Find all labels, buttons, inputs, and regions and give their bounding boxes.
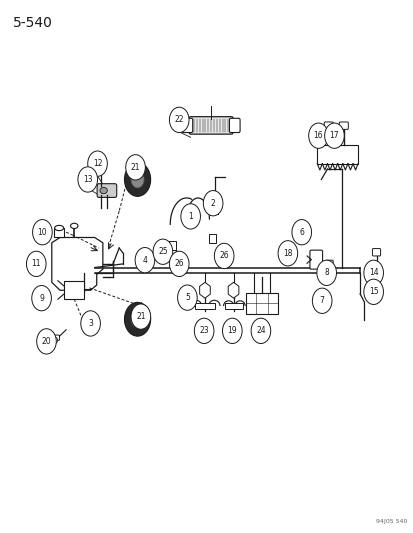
Circle shape bbox=[177, 285, 197, 310]
Circle shape bbox=[316, 260, 336, 286]
Text: 6: 6 bbox=[299, 228, 304, 237]
Bar bbox=[245, 293, 278, 314]
FancyBboxPatch shape bbox=[323, 122, 332, 130]
Polygon shape bbox=[52, 238, 102, 290]
Text: 19: 19 bbox=[227, 326, 237, 335]
Bar bbox=[194, 303, 215, 309]
Text: 22: 22 bbox=[174, 115, 183, 124]
Text: 17: 17 bbox=[329, 131, 338, 140]
Circle shape bbox=[363, 279, 382, 304]
Text: 16: 16 bbox=[313, 131, 323, 140]
Bar bbox=[224, 303, 242, 309]
Text: 3: 3 bbox=[88, 319, 93, 328]
Circle shape bbox=[363, 260, 382, 286]
Circle shape bbox=[180, 204, 200, 229]
Text: 5-540: 5-540 bbox=[13, 16, 53, 30]
Text: 1: 1 bbox=[188, 212, 192, 221]
Circle shape bbox=[26, 251, 46, 277]
Circle shape bbox=[372, 266, 379, 276]
Circle shape bbox=[32, 286, 51, 311]
FancyBboxPatch shape bbox=[97, 184, 116, 197]
Circle shape bbox=[325, 130, 331, 138]
Text: 10: 10 bbox=[38, 228, 47, 237]
Text: 12: 12 bbox=[93, 159, 102, 168]
FancyBboxPatch shape bbox=[53, 335, 59, 341]
Circle shape bbox=[33, 220, 52, 245]
Text: 4: 4 bbox=[142, 256, 147, 265]
Text: 21: 21 bbox=[131, 163, 140, 172]
Text: 13: 13 bbox=[83, 175, 93, 184]
FancyBboxPatch shape bbox=[325, 260, 332, 266]
Circle shape bbox=[131, 171, 144, 188]
Ellipse shape bbox=[55, 225, 64, 231]
Circle shape bbox=[131, 304, 150, 329]
Circle shape bbox=[88, 151, 107, 176]
Text: 21: 21 bbox=[136, 312, 145, 321]
FancyBboxPatch shape bbox=[372, 268, 380, 276]
Bar bbox=[316, 145, 357, 164]
Text: 15: 15 bbox=[368, 287, 377, 296]
Text: 20: 20 bbox=[42, 337, 51, 346]
Ellipse shape bbox=[70, 223, 78, 229]
Text: 26: 26 bbox=[174, 260, 184, 268]
Text: 18: 18 bbox=[282, 249, 292, 258]
Circle shape bbox=[203, 191, 222, 216]
Circle shape bbox=[52, 337, 57, 343]
Circle shape bbox=[278, 241, 297, 266]
Circle shape bbox=[214, 243, 233, 269]
Text: 25: 25 bbox=[158, 247, 167, 256]
Bar bbox=[159, 255, 164, 259]
Bar bbox=[169, 241, 175, 249]
Text: 9: 9 bbox=[39, 294, 44, 303]
Circle shape bbox=[124, 163, 150, 196]
Circle shape bbox=[194, 318, 214, 343]
Circle shape bbox=[81, 311, 100, 336]
Circle shape bbox=[153, 239, 172, 264]
FancyBboxPatch shape bbox=[339, 122, 347, 130]
Circle shape bbox=[126, 155, 145, 180]
Circle shape bbox=[78, 167, 97, 192]
Bar bbox=[54, 228, 64, 238]
Circle shape bbox=[37, 329, 56, 354]
FancyBboxPatch shape bbox=[309, 250, 322, 269]
Circle shape bbox=[312, 288, 331, 313]
Text: 8: 8 bbox=[323, 268, 328, 277]
Text: 24: 24 bbox=[256, 326, 265, 335]
Circle shape bbox=[169, 107, 189, 133]
Text: 14: 14 bbox=[368, 268, 377, 277]
Bar bbox=[64, 281, 84, 299]
Circle shape bbox=[324, 123, 343, 148]
Circle shape bbox=[124, 302, 150, 336]
Text: 2: 2 bbox=[210, 199, 215, 208]
Circle shape bbox=[222, 318, 242, 343]
Ellipse shape bbox=[100, 188, 107, 193]
Circle shape bbox=[169, 251, 189, 277]
Circle shape bbox=[308, 123, 328, 148]
Bar bbox=[209, 235, 215, 243]
Text: 26: 26 bbox=[219, 252, 228, 261]
Circle shape bbox=[251, 318, 270, 343]
Circle shape bbox=[291, 220, 311, 245]
FancyBboxPatch shape bbox=[372, 248, 380, 256]
FancyBboxPatch shape bbox=[182, 118, 192, 133]
Circle shape bbox=[135, 247, 154, 273]
Text: 11: 11 bbox=[31, 260, 41, 268]
Circle shape bbox=[131, 311, 144, 328]
Text: 23: 23 bbox=[199, 326, 209, 335]
Text: 94J05 540: 94J05 540 bbox=[375, 519, 406, 524]
Circle shape bbox=[372, 286, 379, 295]
Bar bbox=[211, 208, 218, 214]
Text: 7: 7 bbox=[319, 296, 324, 305]
Text: 5: 5 bbox=[185, 293, 190, 302]
FancyBboxPatch shape bbox=[229, 118, 240, 133]
FancyBboxPatch shape bbox=[189, 117, 233, 134]
